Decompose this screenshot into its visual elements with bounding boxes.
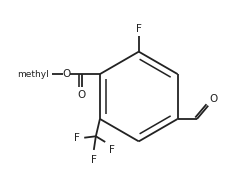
Text: F: F xyxy=(136,24,142,34)
Text: methyl: methyl xyxy=(18,70,49,79)
Text: F: F xyxy=(91,155,97,165)
Text: O: O xyxy=(62,69,70,79)
Text: F: F xyxy=(109,146,115,155)
Text: O: O xyxy=(77,90,86,100)
Text: O: O xyxy=(210,94,218,104)
Text: F: F xyxy=(74,133,79,143)
